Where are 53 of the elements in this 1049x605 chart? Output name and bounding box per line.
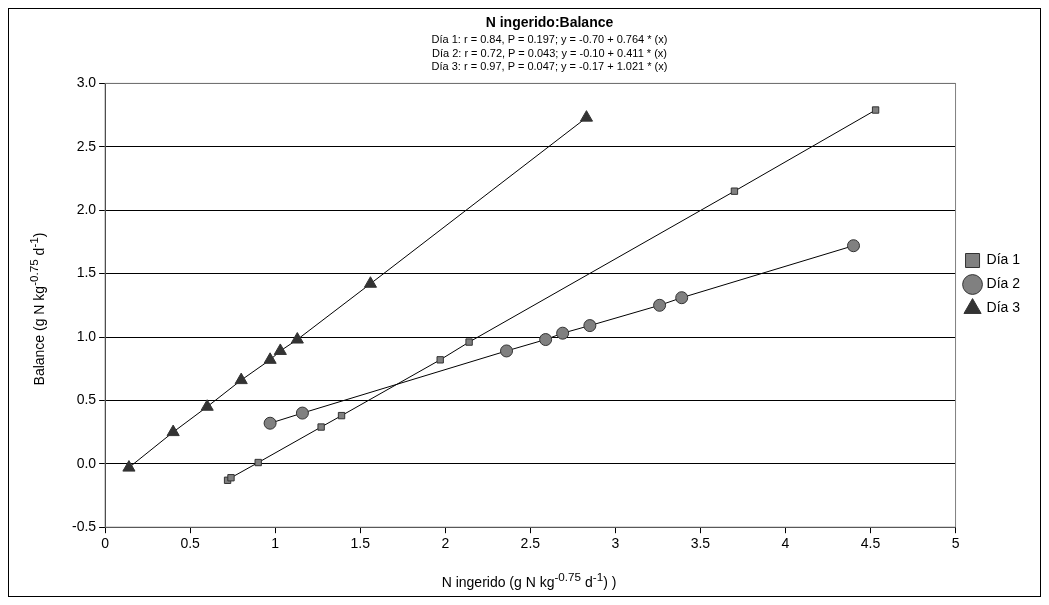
point xyxy=(200,399,214,411)
point xyxy=(500,344,514,358)
point xyxy=(254,458,262,467)
x-tick-label: 3.5 xyxy=(690,535,711,552)
point xyxy=(263,416,277,430)
y-tick-label: -0.5 xyxy=(72,518,97,535)
x-tick-label: 4.5 xyxy=(860,535,881,552)
point xyxy=(263,352,277,364)
chart-title: N ingerido:Balance xyxy=(485,14,614,31)
x-axis-title: N ingerido (g N kg$^{-0.75}$ d$^{-1}$) ) xyxy=(441,570,617,590)
y-tick-label: 2.0 xyxy=(76,201,97,218)
y-tick-label: 0.0 xyxy=(76,454,97,471)
x-tick-label: 3 xyxy=(611,535,620,552)
point xyxy=(273,343,287,355)
y-tick-label: 3.0 xyxy=(76,74,97,91)
point xyxy=(166,424,180,437)
point xyxy=(675,291,689,305)
y-tick-label: 0.5 xyxy=(76,391,97,408)
x-tick-label: 5 xyxy=(951,535,960,552)
y-tick-label: 1.0 xyxy=(76,327,97,344)
legend-label: Día 2 xyxy=(986,275,1021,292)
x-tick-label: 4 xyxy=(781,535,790,552)
y-tick-label: 2.5 xyxy=(76,137,97,154)
x-tick-label: 0.5 xyxy=(180,535,201,552)
text: Día 1: r = 0.84, P = 0.197; y = -0.70 + 0.764 * (x) xyxy=(431,33,668,46)
point xyxy=(317,423,325,431)
y-tick-label: 1.5 xyxy=(76,264,97,281)
point xyxy=(234,372,248,385)
point xyxy=(337,411,346,420)
point xyxy=(436,356,444,364)
legend-label: Día 3 xyxy=(986,299,1021,316)
point xyxy=(579,110,594,122)
point xyxy=(871,106,880,114)
legend-label: Día 1 xyxy=(986,251,1021,268)
point xyxy=(653,298,667,312)
text: Día 3: r = 0.97, P = 0.047; y = -0.17 + 1.021 * (x) xyxy=(431,59,668,72)
point xyxy=(295,406,309,420)
point xyxy=(846,239,860,253)
point xyxy=(290,332,304,344)
x-tick-label: 1.5 xyxy=(350,535,371,552)
point xyxy=(227,474,235,482)
x-tick-label: 1 xyxy=(271,535,280,552)
point xyxy=(730,187,739,195)
point xyxy=(583,319,597,333)
x-tick-label: 2 xyxy=(441,535,450,552)
point xyxy=(556,326,570,340)
x-tick-label: 0 xyxy=(101,535,110,552)
point xyxy=(539,333,553,347)
point xyxy=(363,276,378,288)
point xyxy=(465,338,473,346)
point xyxy=(122,460,136,472)
x-tick-label: 2.5 xyxy=(520,535,541,552)
text: Día 2: r = 0.72, P = 0.043; y = -0.10 + 0.411 * (x) xyxy=(431,46,668,59)
